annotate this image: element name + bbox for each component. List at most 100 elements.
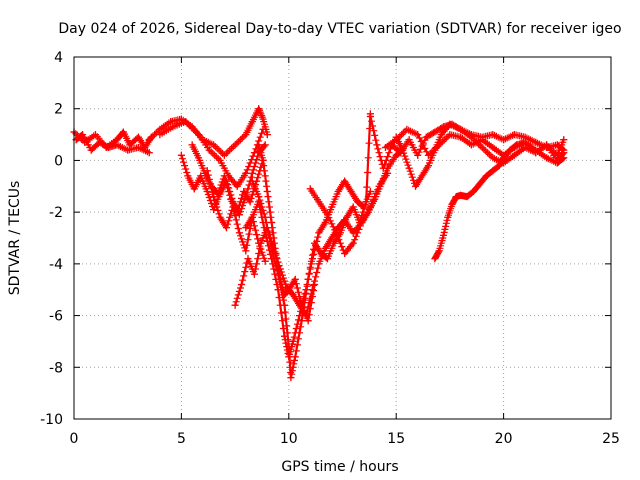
data-point bbox=[255, 193, 263, 201]
data-point bbox=[248, 169, 256, 177]
data-point bbox=[457, 191, 465, 199]
plot-frame bbox=[73, 56, 612, 420]
data-point bbox=[543, 141, 551, 149]
y-tick-label: -8 bbox=[49, 360, 63, 376]
data-point bbox=[255, 141, 263, 149]
data-point bbox=[119, 128, 127, 136]
data-point bbox=[478, 136, 486, 144]
data-point bbox=[169, 123, 177, 131]
data-point bbox=[134, 133, 142, 141]
data-point bbox=[240, 187, 248, 195]
data-point bbox=[233, 182, 241, 190]
grid bbox=[74, 57, 611, 419]
data-point bbox=[238, 281, 246, 289]
data-point bbox=[379, 164, 387, 172]
data-point bbox=[248, 213, 256, 221]
data-point bbox=[248, 118, 256, 126]
data-point bbox=[304, 275, 312, 283]
data-point bbox=[349, 239, 357, 247]
data-point bbox=[543, 154, 551, 162]
data-point bbox=[257, 239, 265, 247]
data-point bbox=[444, 213, 452, 221]
data-point bbox=[403, 125, 411, 133]
data-point bbox=[216, 156, 224, 164]
x-tick-label: 15 bbox=[387, 431, 405, 447]
data-point bbox=[223, 224, 231, 232]
data-layer bbox=[70, 105, 568, 382]
data-point bbox=[489, 144, 497, 151]
data-point bbox=[250, 270, 258, 278]
y-tick-label: -10 bbox=[40, 412, 63, 428]
data-point bbox=[467, 133, 475, 141]
data-point bbox=[188, 141, 196, 149]
data-point bbox=[358, 218, 366, 226]
data-point bbox=[414, 131, 422, 139]
data-point bbox=[463, 193, 471, 201]
data-point bbox=[354, 198, 362, 206]
data-point bbox=[317, 250, 325, 258]
series-seg2 bbox=[72, 131, 153, 157]
data-point bbox=[347, 187, 355, 195]
x-tick-label: 0 bbox=[70, 431, 79, 447]
data-point bbox=[235, 229, 243, 237]
data-point bbox=[167, 118, 175, 126]
data-point bbox=[261, 257, 269, 265]
data-point bbox=[418, 172, 426, 180]
data-point bbox=[268, 218, 276, 226]
data-point bbox=[242, 131, 250, 139]
data-point bbox=[424, 162, 432, 170]
y-tick-label: 0 bbox=[54, 153, 63, 169]
data-point bbox=[431, 146, 439, 154]
data-point bbox=[184, 172, 192, 180]
data-point bbox=[500, 136, 508, 144]
ticks: 0 5 10 15 20 25 -10 -8 -6 -4 -2 0 2 4 bbox=[40, 50, 620, 447]
data-point bbox=[205, 146, 213, 154]
data-point bbox=[246, 198, 254, 206]
data-point bbox=[431, 255, 439, 263]
data-point bbox=[332, 229, 340, 237]
data-point bbox=[242, 247, 250, 255]
series-seg11 bbox=[255, 141, 319, 325]
data-point bbox=[214, 190, 222, 198]
data-point bbox=[521, 138, 529, 146]
data-point bbox=[113, 141, 121, 149]
x-axis-label: GPS time / hours bbox=[281, 459, 398, 475]
data-point bbox=[512, 141, 520, 149]
data-point bbox=[384, 169, 392, 177]
data-point bbox=[91, 131, 99, 139]
data-point bbox=[195, 131, 203, 139]
data-point bbox=[259, 125, 267, 133]
data-point bbox=[467, 141, 475, 149]
data-point bbox=[291, 353, 299, 361]
data-point bbox=[323, 255, 331, 263]
x-tick-label: 25 bbox=[602, 431, 620, 447]
data-point bbox=[220, 151, 228, 159]
data-point bbox=[405, 164, 413, 172]
data-point bbox=[291, 275, 299, 283]
data-point bbox=[210, 193, 218, 201]
data-point bbox=[229, 203, 237, 211]
series-seg10 bbox=[248, 110, 374, 382]
data-point bbox=[506, 146, 514, 154]
data-point bbox=[315, 229, 323, 237]
data-point bbox=[281, 291, 289, 299]
data-point bbox=[203, 167, 211, 175]
data-point bbox=[478, 144, 486, 151]
data-point bbox=[366, 187, 374, 195]
x-tick-label: 5 bbox=[177, 431, 186, 447]
data-point bbox=[362, 198, 370, 206]
data-point bbox=[414, 151, 422, 159]
chart-title: Day 024 of 2026, Sidereal Day-to-day VTE… bbox=[58, 21, 621, 37]
data-point bbox=[439, 231, 447, 239]
data-point bbox=[287, 374, 295, 382]
data-point bbox=[315, 198, 323, 206]
data-point bbox=[532, 138, 540, 146]
data-point bbox=[255, 105, 263, 113]
data-point bbox=[334, 187, 342, 195]
data-point bbox=[210, 141, 218, 149]
data-point bbox=[182, 118, 190, 126]
data-point bbox=[227, 195, 235, 203]
data-point bbox=[341, 250, 349, 258]
data-point bbox=[242, 169, 250, 177]
